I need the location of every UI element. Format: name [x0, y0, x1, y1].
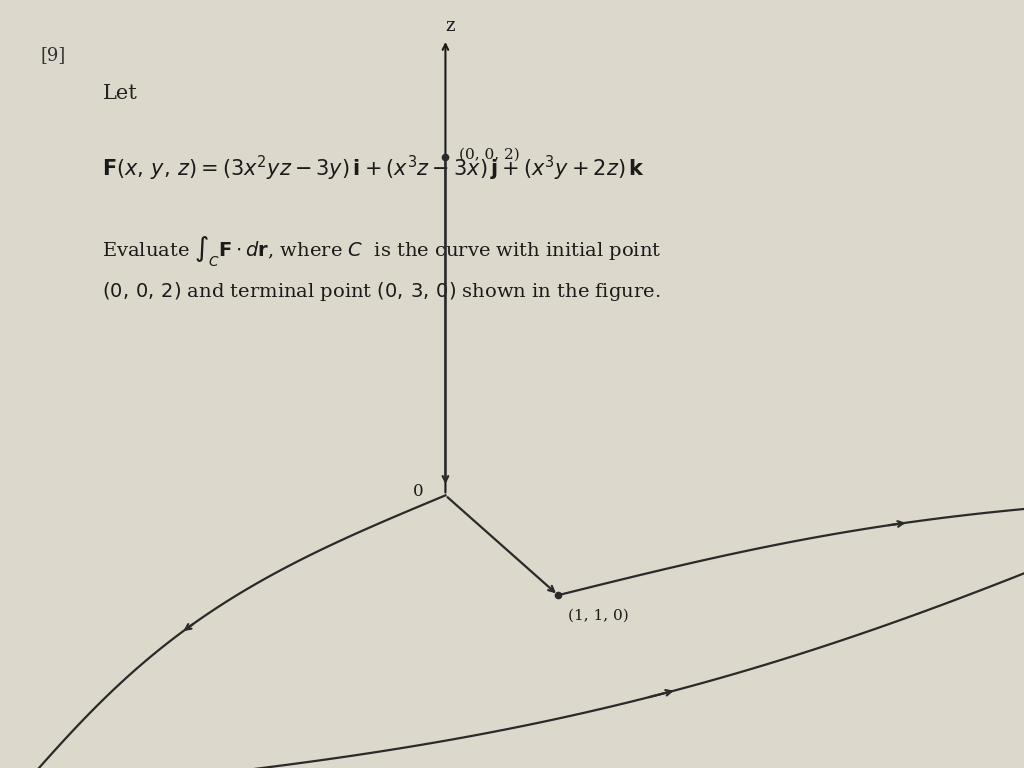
Text: Evaluate $\int_C \mathbf{F} \cdot d\mathbf{r}$, where $C$  is the curve with ini: Evaluate $\int_C \mathbf{F} \cdot d\math… [102, 234, 662, 269]
Text: Let: Let [102, 84, 137, 104]
Text: (1, 1, 0): (1, 1, 0) [568, 609, 629, 623]
Text: (0, 0, 2): (0, 0, 2) [459, 148, 519, 162]
Text: [9]: [9] [41, 46, 67, 64]
Text: $(0,\, 0,\, 2)$ and terminal point $(0,\, 3,\, 0)$ shown in the figure.: $(0,\, 0,\, 2)$ and terminal point $(0,\… [102, 280, 660, 303]
Text: z: z [445, 17, 456, 35]
Text: $\mathbf{F}(x,\, y,\, z) = (3x^2yz - 3y)\,\mathbf{i} + (x^3z - 3x)\,\mathbf{j} +: $\mathbf{F}(x,\, y,\, z) = (3x^2yz - 3y)… [102, 154, 645, 183]
Text: 0: 0 [413, 483, 423, 500]
